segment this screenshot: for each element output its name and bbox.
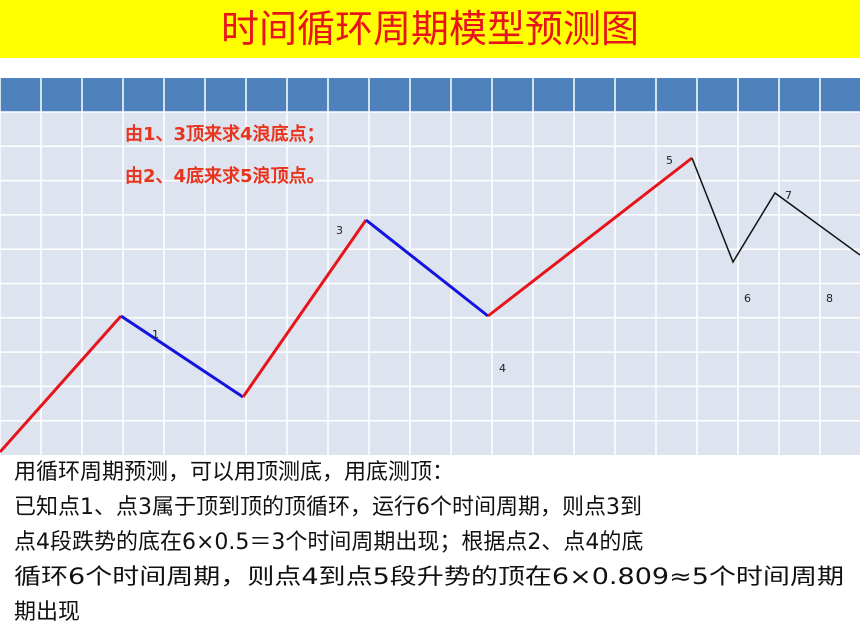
body-line: 用循环周期预测，可以用顶测底，用底测顶： — [14, 460, 454, 485]
wave-up — [0, 315, 123, 453]
text-box — [0, 455, 860, 637]
wave-down — [120, 314, 244, 399]
note: 由2、4底来求5浪顶点。 — [125, 165, 325, 187]
point-label: 3 — [336, 224, 343, 237]
point-label: 7 — [785, 189, 792, 202]
grid-lines — [0, 78, 860, 455]
wave-up — [241, 219, 368, 398]
grid-header — [0, 78, 860, 112]
point-label: 5 — [666, 154, 673, 167]
body-line: 期出现 — [14, 600, 80, 625]
title: 时间循环周期模型预测图 — [221, 7, 639, 51]
body-line: 点4段跌势的底在6×0.5＝3个时间周期出现；根据点2、点4的底 — [14, 530, 643, 555]
title-banner — [0, 0, 860, 58]
note: 由1、3顶来求4浪底点； — [125, 123, 325, 145]
body-line: 已知点1、点3属于顶到顶的顶循环，运行6个时间周期，则点3到 — [14, 495, 642, 520]
wave-forecast — [691, 157, 860, 264]
body-line: 循环6个时间周期，则点4到点5段升势的顶在6×0.809≈5个时间周期 — [14, 565, 844, 590]
wave-up — [487, 156, 693, 318]
point-label: 8 — [826, 292, 833, 305]
point-label: 4 — [499, 362, 506, 375]
point-label: 6 — [744, 292, 751, 305]
wave — [0, 156, 860, 453]
wave-down — [365, 218, 489, 318]
point-label: 1 — [152, 328, 159, 341]
